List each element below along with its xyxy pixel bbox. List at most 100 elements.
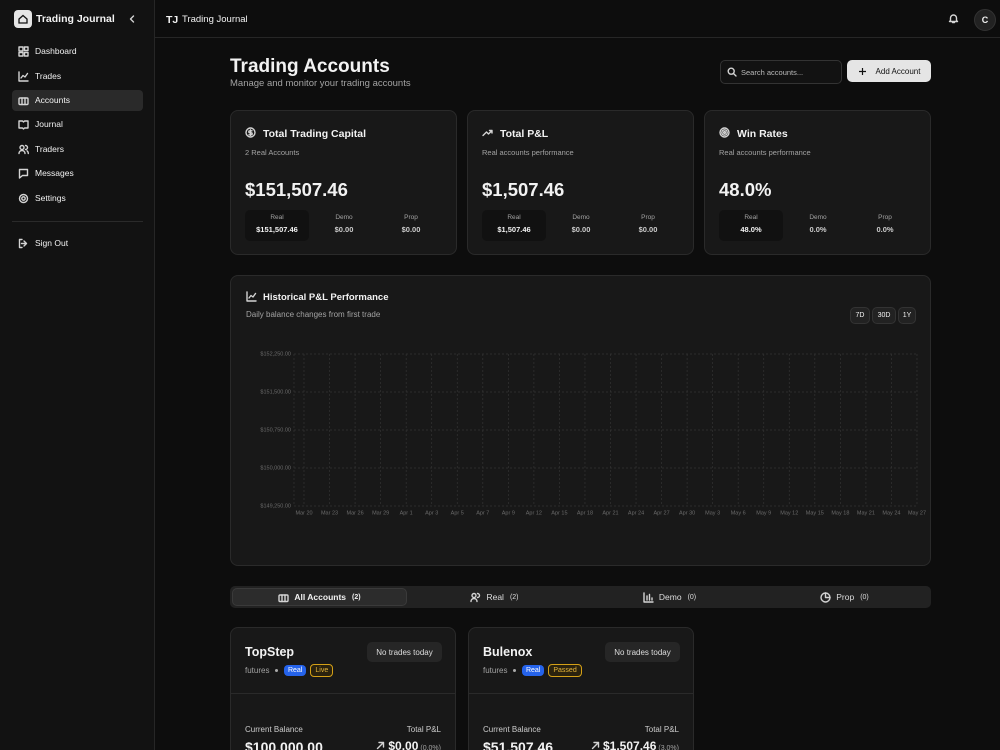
divider xyxy=(231,693,455,694)
stat-subtitle: Real accounts performance xyxy=(482,148,574,157)
icon xyxy=(18,144,29,155)
x-tick-label: Apr 21 xyxy=(602,510,618,516)
range-button[interactable]: 30D xyxy=(872,307,896,324)
account-name: Bulenox xyxy=(483,645,533,659)
nav-item[interactable]: Messages xyxy=(35,168,74,179)
tab-count: (0) xyxy=(860,593,869,601)
chart-subtitle: Daily balance changes from first trade xyxy=(246,310,381,319)
sign-out[interactable]: Sign Out xyxy=(35,238,69,248)
range-button[interactable]: 1Y xyxy=(898,307,916,324)
bell[interactable] xyxy=(948,13,959,24)
icon xyxy=(18,168,29,179)
top-title: Trading Journal xyxy=(182,14,248,25)
pnl-value: $0.00 xyxy=(388,739,419,750)
breakdown: Real $151,507.46 xyxy=(245,210,309,241)
account-meta: futures Real Passed xyxy=(483,664,582,677)
tab-icon xyxy=(278,592,290,603)
tab-icon xyxy=(470,592,481,603)
x-tick-label: Apr 24 xyxy=(628,510,644,516)
breakdown: Prop $0.00 xyxy=(616,210,680,241)
nav-item[interactable]: Trades xyxy=(35,70,62,81)
tab-count: (2) xyxy=(509,593,519,601)
icon xyxy=(18,193,29,204)
tab-count: (2) xyxy=(352,593,361,601)
nav-item[interactable]: Settings xyxy=(35,192,66,203)
stat-card: Win Rates Real accounts performance 48.0% R… xyxy=(704,110,931,255)
stat-title: Win Rates xyxy=(737,128,788,140)
pnl-icon xyxy=(376,741,385,750)
stat-subtitle: 2 Real Accounts xyxy=(245,148,300,157)
y-tick-label: $149,250.00 xyxy=(260,503,291,509)
search-placeholder: Search accounts... xyxy=(741,68,804,77)
pnl-icon xyxy=(591,741,600,750)
x-tick-label: Apr 7 xyxy=(476,510,489,516)
topbar xyxy=(155,0,1000,38)
balance-label: Current Balance xyxy=(483,725,541,734)
icon xyxy=(18,119,29,131)
nav-item[interactable]: Journal xyxy=(35,119,63,130)
page-subtitle: Manage and monitor your trading accounts xyxy=(230,78,411,89)
tab[interactable]: Demo (0) xyxy=(582,588,757,606)
badge: Real xyxy=(521,665,545,676)
search-box[interactable]: Search accounts... xyxy=(720,60,842,84)
tab[interactable]: All Accounts (2) xyxy=(232,588,407,606)
tab-icon xyxy=(643,591,654,603)
nav-item[interactable]: Accounts xyxy=(35,95,70,105)
tab-label: All Accounts xyxy=(294,592,347,602)
tab[interactable]: Prop (0) xyxy=(757,588,932,606)
badge: Real xyxy=(283,665,307,676)
divider xyxy=(12,221,143,222)
breakdown-label: Prop xyxy=(641,214,655,221)
icon xyxy=(482,127,494,139)
account-card: Bulenox No trades today futures Real Passed C… xyxy=(468,627,694,750)
chart: $149,250.00 $150,000.00 $150,750.00 $151,50… xyxy=(260,351,926,516)
breakdown-value: $0.00 xyxy=(334,225,354,234)
breakdown-label: Real xyxy=(744,214,758,221)
pnl-percent: (3.0%) xyxy=(658,745,679,750)
breakdown: Demo $0.00 xyxy=(312,210,376,241)
breakdown: Real $1,507.46 xyxy=(482,210,546,241)
range-button[interactable]: 7D xyxy=(850,307,870,324)
icon xyxy=(18,46,29,57)
stat-value: 48.0% xyxy=(719,179,772,200)
avatar[interactable]: C xyxy=(974,9,996,31)
collapse[interactable] xyxy=(127,14,137,24)
icon xyxy=(719,127,731,139)
icon xyxy=(18,95,29,106)
sign-out-icon xyxy=(18,238,28,249)
add-account-label: Add Account xyxy=(875,66,921,76)
breakdown-value: 0.0% xyxy=(876,225,894,234)
tab[interactable]: Real (2) xyxy=(407,588,582,606)
tab-label: Demo xyxy=(658,592,682,602)
nav-item[interactable]: Traders xyxy=(35,143,64,154)
balance: $100,000.00 xyxy=(245,739,323,750)
tab-icon xyxy=(820,591,831,603)
account-meta: futures Real Live xyxy=(245,664,334,677)
breakdown-value: 0.0% xyxy=(809,225,827,234)
breakdown-label: Demo xyxy=(335,214,353,221)
add-account-button[interactable]: Add Account xyxy=(847,60,931,82)
tab-count: (0) xyxy=(687,593,697,601)
y-tick-label: $150,000.00 xyxy=(260,465,291,471)
x-tick-label: May 21 xyxy=(857,510,875,516)
breakdown-value: $151,507.46 xyxy=(256,225,298,234)
breakdown: Prop $0.00 xyxy=(379,210,443,241)
tab-label: Real xyxy=(486,592,504,602)
tab-label: Prop xyxy=(836,592,855,602)
market: futures xyxy=(245,665,270,675)
x-tick-label: May 27 xyxy=(908,510,926,516)
y-tick-label: $152,250.00 xyxy=(260,351,291,357)
badge: Live xyxy=(310,664,334,677)
nav-item[interactable]: Dashboard xyxy=(35,46,77,57)
chart-title: Historical P&L Performance xyxy=(263,292,389,303)
x-tick-label: May 6 xyxy=(731,510,746,516)
breakdown-label: Real xyxy=(270,214,284,221)
breakdown-label: Prop xyxy=(878,214,892,221)
x-tick-label: Mar 29 xyxy=(372,510,389,516)
dot xyxy=(513,669,516,672)
x-tick-label: May 24 xyxy=(882,510,900,516)
stat-card: Total P&L Real accounts performance $1,507… xyxy=(467,110,694,255)
icon xyxy=(18,70,29,82)
stat-value: $151,507.46 xyxy=(245,179,348,200)
stat-value: $1,507.46 xyxy=(482,179,565,200)
